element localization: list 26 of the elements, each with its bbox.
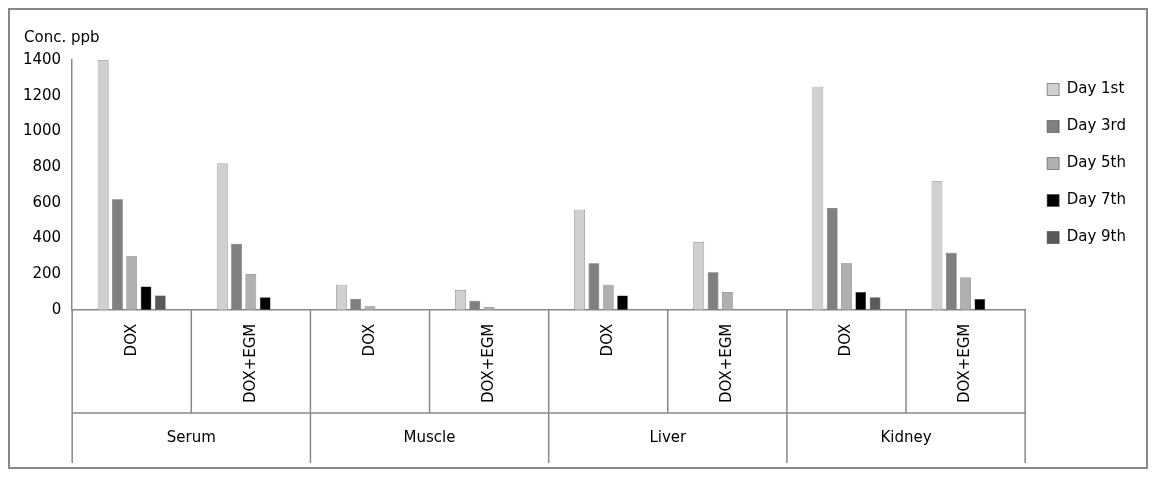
y-tick-label: 200 — [32, 263, 62, 282]
x-tick-label: DOX+EGM — [717, 323, 736, 404]
y-tick-label: 1400 — [22, 49, 62, 68]
y-tick-label: 400 — [32, 228, 62, 247]
text: Muscle — [403, 427, 456, 446]
x-tick-label: DOX — [359, 323, 378, 357]
legend-label: Day 7th — [1066, 190, 1126, 209]
x-tick-label: DOX — [121, 323, 140, 357]
x-tick-label: DOX — [598, 323, 617, 357]
text: Liver — [649, 427, 688, 446]
text: Kidney — [880, 427, 932, 446]
legend-label: Day 3rd — [1066, 116, 1126, 135]
y-tick-label: 1000 — [22, 121, 62, 140]
text: Serum — [166, 427, 216, 446]
y-axis-title: Conc. ppb — [24, 28, 100, 47]
x-tick-label: DOX+EGM — [478, 323, 497, 404]
legend-label: Day 9th — [1066, 227, 1126, 246]
y-tick-label: 0 — [51, 299, 62, 318]
y-tick-label: 800 — [32, 156, 62, 175]
legend-label: Day 1st — [1066, 79, 1125, 98]
y-tick-label: 1200 — [22, 85, 62, 104]
y-tick-label: 600 — [32, 192, 62, 211]
legend-label: Day 5th — [1066, 153, 1126, 172]
x-tick-label: DOX+EGM — [955, 323, 974, 404]
x-tick-label: DOX+EGM — [240, 323, 259, 404]
x-tick-label: DOX — [836, 323, 855, 357]
